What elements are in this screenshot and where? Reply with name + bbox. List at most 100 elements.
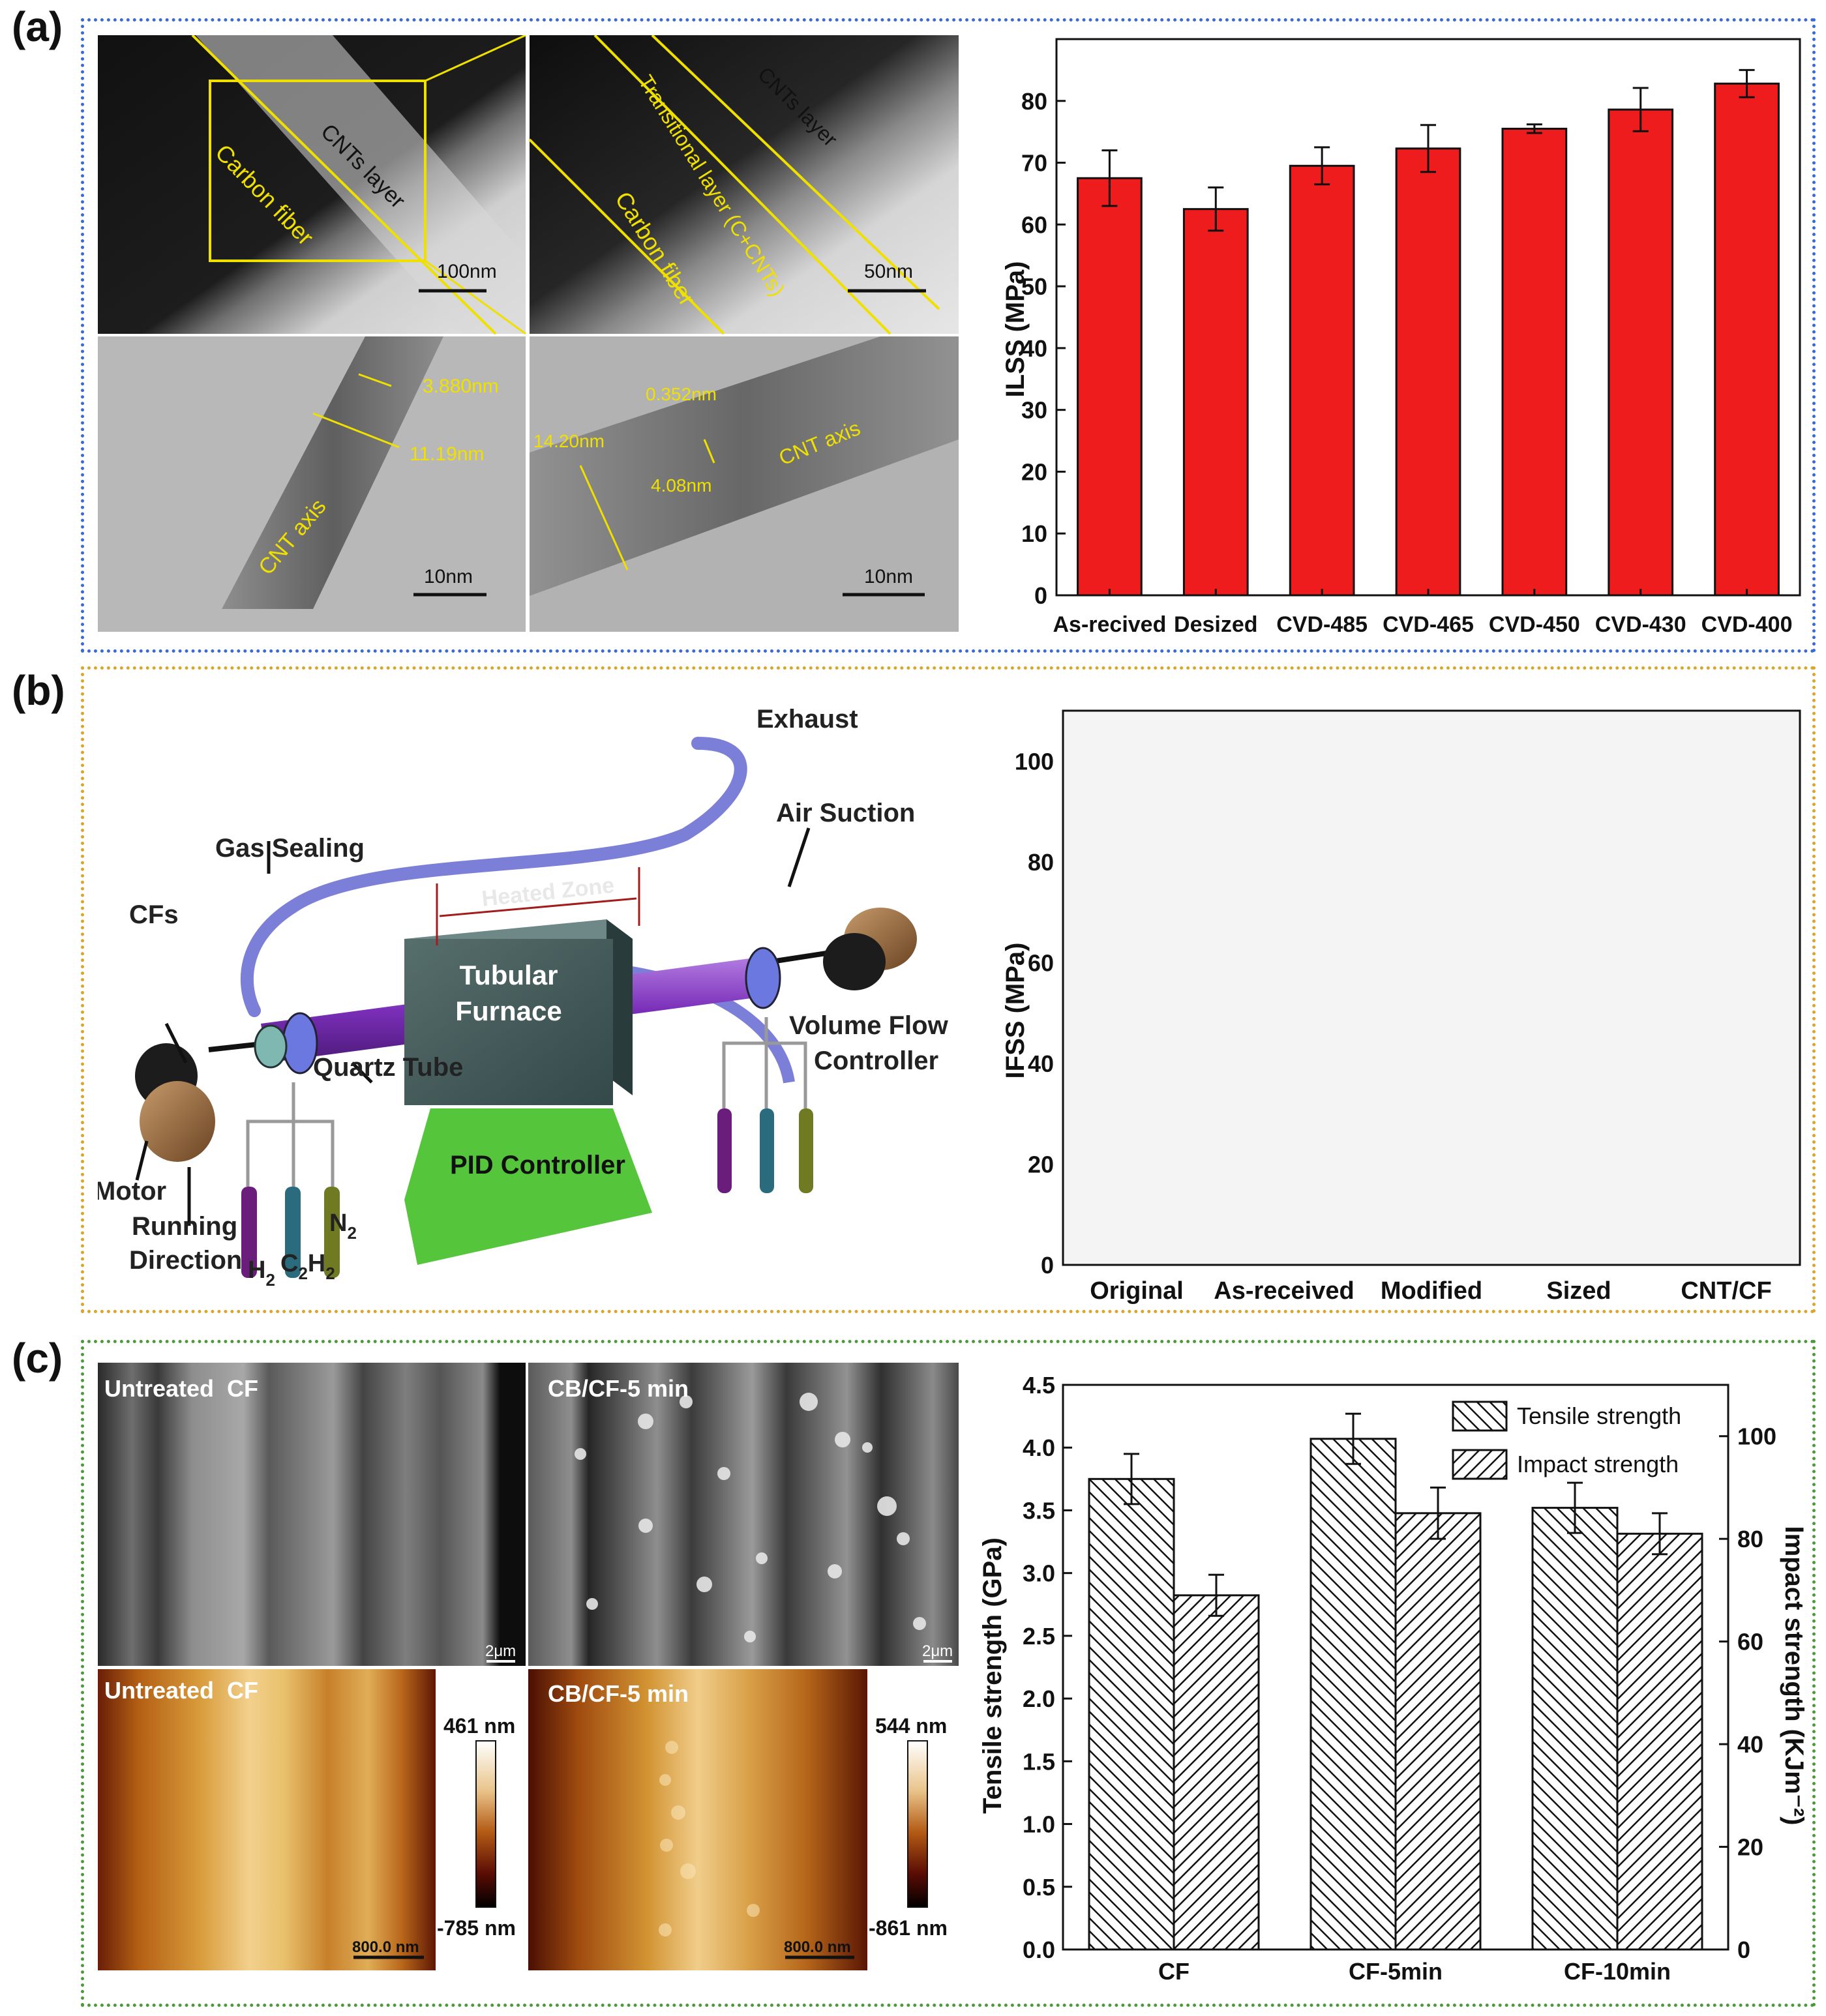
y-tick-label: 30 bbox=[1021, 397, 1047, 424]
bar-desized bbox=[1182, 208, 1249, 597]
bar-tensile-strength bbox=[1531, 1507, 1619, 1951]
bar-impact-strength bbox=[1173, 1594, 1260, 1951]
bar-cvd-430 bbox=[1608, 108, 1674, 597]
exhaust-hose bbox=[240, 737, 747, 1017]
afm-untreated-label: Untreated CF bbox=[104, 1677, 258, 1704]
y2-tick-label: 60 bbox=[1737, 1629, 1763, 1655]
y-tick-label: 0.0 bbox=[1023, 1936, 1055, 1963]
afm-scale-2: 800.0 nm bbox=[784, 1938, 851, 1956]
y-tick-label: 40 bbox=[1028, 1050, 1054, 1077]
bar-tensile-strength bbox=[1088, 1477, 1175, 1951]
y-tick-label: 10 bbox=[1021, 520, 1047, 547]
running-label-2: Direction bbox=[129, 1246, 242, 1275]
sem-scale-1: 2μm bbox=[485, 1642, 516, 1660]
y-tick-label: 50 bbox=[1021, 273, 1047, 300]
panel-label-a: (a) bbox=[12, 3, 63, 50]
y-tick-label: 80 bbox=[1021, 88, 1047, 115]
sem-scale-2: 2μm bbox=[922, 1642, 953, 1660]
x-tick-label: CNT/CF bbox=[1681, 1277, 1771, 1304]
frame-c bbox=[81, 1340, 1816, 2007]
cb1-max: 461 nm bbox=[443, 1714, 515, 1738]
y2-tick-label: 0 bbox=[1737, 1936, 1750, 1963]
y-tick-label: 60 bbox=[1021, 211, 1047, 238]
legend-swatch bbox=[1452, 1401, 1508, 1432]
quartz-tube-label: Quartz Tube bbox=[313, 1053, 463, 1082]
y-tick-label: 3.0 bbox=[1023, 1560, 1055, 1587]
y-tick-label: 3.5 bbox=[1023, 1497, 1055, 1524]
tubular-furnace bbox=[404, 939, 613, 1105]
sem-untreated-label: Untreated CF bbox=[104, 1375, 258, 1402]
x-tick-label: CF-5min bbox=[1349, 1958, 1443, 1985]
ifss-bar-chart: 0 20 40 60 80 100 Original As-received Modified… bbox=[1001, 709, 1801, 1304]
air-suction-label: Air Suction bbox=[776, 799, 915, 827]
scale-label-3: 10nm bbox=[424, 566, 473, 587]
x-tick-label: Original bbox=[1090, 1277, 1184, 1304]
y-tick-label: 2.5 bbox=[1023, 1623, 1055, 1650]
scale-label-1: 100nm bbox=[437, 261, 497, 282]
x-tick-label: CVD-430 bbox=[1595, 612, 1686, 637]
y-tick-label: 100 bbox=[1015, 748, 1054, 775]
ilss-bar-chart: 0 10 20 30 40 50 60 70 80 As-recived Desized CVD-4… bbox=[1001, 38, 1801, 637]
sem-cb-label: CB/CF-5 min bbox=[548, 1375, 689, 1402]
y2-tick-label: 20 bbox=[1737, 1834, 1763, 1861]
furnace-label-1: Tubular bbox=[460, 960, 558, 990]
bar-cvd-465 bbox=[1395, 147, 1461, 597]
vfc-label-2: Controller bbox=[814, 1046, 938, 1075]
y-tick-label: 4.5 bbox=[1023, 1372, 1055, 1399]
impact-y2-axis-label: Impact strength (KJm⁻²) bbox=[1780, 1526, 1808, 1826]
x-tick-label: CVD-485 bbox=[1276, 612, 1368, 637]
c2h2-label: C2H2 bbox=[280, 1250, 335, 1283]
y-tick-label: 40 bbox=[1021, 335, 1047, 362]
exhaust-label: Exhaust bbox=[756, 705, 858, 734]
y2-tick-label: 80 bbox=[1737, 1526, 1763, 1552]
x-tick-label: CVD-400 bbox=[1701, 612, 1793, 637]
y-tick-label: 0 bbox=[1041, 1252, 1054, 1279]
scale-label-4: 10nm bbox=[864, 566, 913, 587]
h2-label: H2 bbox=[248, 1256, 275, 1290]
frame-b bbox=[81, 666, 1816, 1313]
afm-colorbar-1 bbox=[475, 1740, 496, 1908]
x-tick-label: CVD-450 bbox=[1489, 612, 1580, 637]
ilss-y-axis-label: ILSS (MPa) bbox=[1001, 261, 1030, 398]
plot-area bbox=[1062, 1384, 1729, 1951]
strength-bar-chart: 0.0 0.5 1.0 1.5 2.0 2.5 3.0 3.5 4.0 4.5 0 20 40 60 80… bbox=[978, 1372, 1808, 1985]
afm-scale-1: 800.0 nm bbox=[352, 1938, 419, 1956]
frame-a bbox=[81, 18, 1816, 653]
cvd-setup-diagram: Exhaust Air Suction Gas Sealing Heated Z… bbox=[98, 705, 949, 1290]
bar-cvd-485 bbox=[1289, 164, 1355, 597]
gas-sealing-label: Gas Sealing bbox=[215, 834, 365, 863]
x-tick-label: CVD-465 bbox=[1383, 612, 1474, 637]
legend-swatch bbox=[1452, 1449, 1508, 1480]
bar-impact-strength bbox=[1394, 1512, 1482, 1951]
plot-area bbox=[1062, 709, 1801, 1266]
tem4-dim-3: 4.08nm bbox=[651, 475, 711, 496]
legend-label: Tensile strength bbox=[1517, 1402, 1681, 1429]
pid-controller bbox=[404, 1108, 652, 1265]
y-tick-label: 0 bbox=[1034, 582, 1047, 609]
y-tick-label: 4.0 bbox=[1023, 1434, 1055, 1461]
x-tick-label: As-received bbox=[1214, 1277, 1354, 1304]
c2h2-cylinder bbox=[285, 1187, 301, 1278]
bar-impact-strength bbox=[1616, 1532, 1703, 1951]
bar-cvd-450 bbox=[1501, 127, 1568, 597]
x-tick-label: CF bbox=[1158, 1958, 1190, 1985]
y-tick-label: 20 bbox=[1021, 458, 1047, 485]
cb1-min: -785 nm bbox=[437, 1916, 516, 1940]
sem-untreated bbox=[98, 1363, 526, 1666]
bar-tensile-strength bbox=[1310, 1438, 1397, 1951]
x-tick-label: Sized bbox=[1546, 1277, 1611, 1304]
panel-label-c: (c) bbox=[12, 1335, 63, 1382]
sem-cb-cf bbox=[528, 1363, 959, 1666]
pid-label: PID Controller bbox=[450, 1151, 625, 1179]
tem-images-a: CNTs layer Carbon fiber 100nm CNTs layer… bbox=[98, 35, 959, 632]
y-tick-label: 1.5 bbox=[1023, 1748, 1055, 1775]
x-tick-label: Desized bbox=[1174, 612, 1258, 637]
cb2-min: -861 nm bbox=[869, 1916, 948, 1940]
x-tick-label: CF-10min bbox=[1564, 1958, 1671, 1985]
running-label-1: Running bbox=[132, 1212, 237, 1241]
y-tick-label: 2.0 bbox=[1023, 1685, 1055, 1712]
legend-label: Impact strength bbox=[1517, 1451, 1679, 1477]
y2-tick-label: 40 bbox=[1737, 1731, 1763, 1758]
bar-as-recived bbox=[1077, 177, 1143, 597]
furnace-label-2: Furnace bbox=[455, 996, 561, 1026]
